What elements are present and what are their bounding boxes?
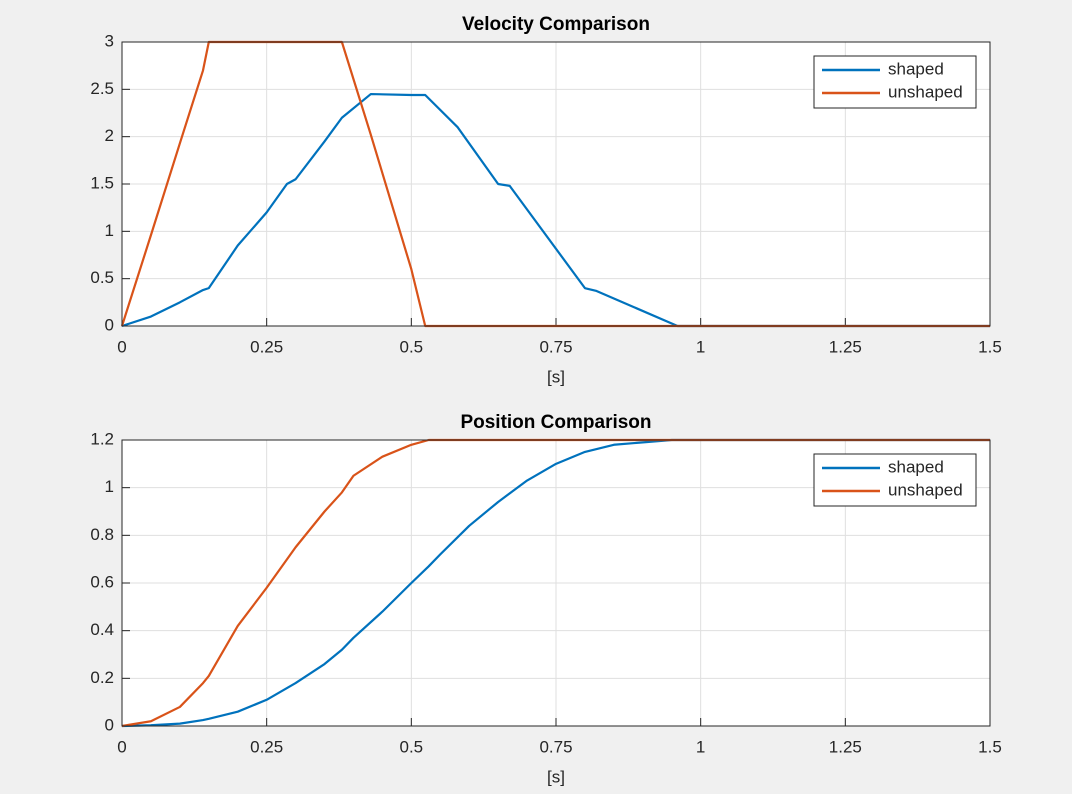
x-tick-label: 0.25: [250, 737, 283, 756]
y-tick-label: 0.5: [90, 268, 114, 287]
y-tick-label: 1: [105, 221, 114, 240]
x-tick-label: 0: [117, 737, 126, 756]
legend-label: unshaped: [888, 480, 963, 499]
data-line: [121, 92, 990, 328]
y-tick-label: 0: [105, 715, 114, 734]
y-tick-label: 1.5: [90, 173, 114, 192]
axes-box: [121, 41, 991, 327]
legend-box: [813, 55, 977, 109]
y-tick-label: 0.4: [90, 620, 114, 639]
legend-label: shaped: [888, 59, 944, 78]
legend-label: unshaped: [888, 82, 963, 101]
x-tick-label: 1.25: [829, 737, 862, 756]
x-tick-label: 1.5: [978, 337, 1002, 356]
y-tick-label: 0: [105, 315, 114, 334]
y-tick-label: 0.6: [90, 572, 114, 591]
y-tick-label: 2: [105, 126, 114, 145]
legend-box: [813, 453, 977, 507]
y-tick-label: 1.2: [90, 429, 114, 448]
y-tick-label: 0.2: [90, 668, 114, 687]
legend-label: shaped: [888, 457, 944, 476]
x-tick-label: 1.25: [829, 337, 862, 356]
x-tick-label: 0.75: [539, 737, 572, 756]
chart-title: Position Comparison: [460, 412, 651, 433]
x-axis-label: [s]: [547, 367, 565, 386]
x-tick-label: 0: [117, 337, 126, 356]
chart-title: Velocity Comparison: [462, 14, 650, 35]
x-tick-label: 0.5: [400, 737, 424, 756]
axes-box: [121, 439, 991, 727]
y-tick-label: 0.8: [90, 525, 114, 544]
x-tick-label: 0.25: [250, 337, 283, 356]
x-tick-label: 1: [696, 337, 705, 356]
x-tick-label: 0.5: [400, 337, 424, 356]
x-tick-label: 1.5: [978, 737, 1002, 756]
x-axis-label: [s]: [547, 767, 565, 786]
x-tick-label: 1: [696, 737, 705, 756]
y-tick-label: 1: [105, 477, 114, 496]
data-line: [121, 438, 990, 728]
x-tick-label: 0.75: [539, 337, 572, 356]
y-tick-label: 2.5: [90, 79, 114, 98]
y-tick-label: 3: [105, 31, 114, 50]
